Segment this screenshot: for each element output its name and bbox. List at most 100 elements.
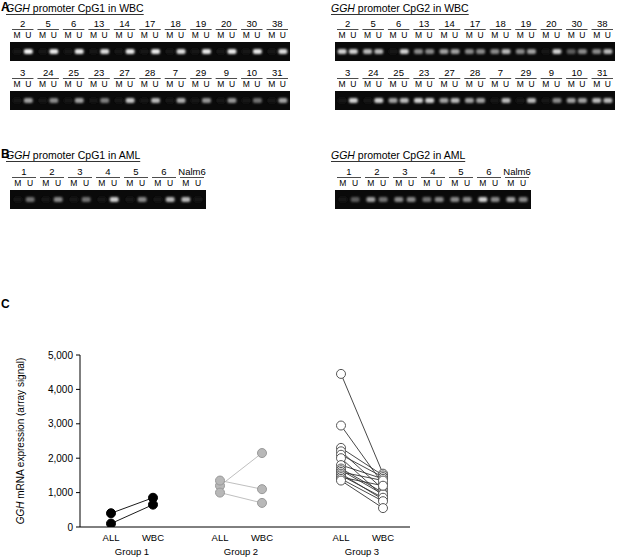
lane-label: U — [254, 30, 260, 40]
gel-band — [100, 49, 109, 54]
lane-label: U — [452, 30, 458, 40]
lane-label: U — [401, 79, 407, 89]
title-rest: promoter CpG1 in WBC — [30, 2, 144, 14]
sample-label: 28 — [145, 67, 156, 78]
sample-label: 2 — [345, 18, 350, 29]
lane-label: M — [39, 30, 46, 40]
lane-label: U — [203, 30, 209, 40]
sample-label: 3 — [20, 67, 25, 78]
lane-label: M — [423, 178, 430, 188]
lane-label: U — [380, 178, 386, 188]
gel-band — [389, 49, 398, 54]
gel-band — [506, 197, 515, 202]
lane-label: U — [376, 79, 382, 89]
lane-label: M — [593, 79, 600, 89]
gel-band — [114, 49, 123, 54]
sample-label: 3 — [345, 67, 350, 78]
lane-label: M — [568, 30, 575, 40]
lane-label: U — [503, 79, 509, 89]
lane-label: U — [167, 178, 173, 188]
group-label: Group 2 — [224, 546, 258, 557]
x-tick-label: WBC — [142, 532, 164, 543]
sample-label: 6 — [486, 166, 491, 177]
gel-band — [567, 98, 576, 103]
gel-title: GGH promoter CpG1 in AML — [6, 149, 140, 161]
gel-strip — [335, 91, 615, 110]
gel-band — [425, 98, 434, 103]
lane-label: M — [243, 30, 250, 40]
pair-line — [220, 453, 262, 486]
gel-band — [69, 197, 78, 202]
lane-label: U — [76, 30, 82, 40]
gel-band — [451, 49, 460, 54]
gel-band — [439, 98, 448, 103]
gel-band — [389, 98, 398, 103]
gel-band — [26, 197, 35, 202]
gel-band — [541, 98, 550, 103]
gel-band — [242, 98, 251, 103]
lane-label: M — [39, 79, 46, 89]
lane-label: U — [605, 30, 611, 40]
sample-label: 24 — [368, 67, 379, 78]
lane-label: U — [464, 178, 470, 188]
lane-label: U — [436, 178, 442, 188]
sample-label: 31 — [597, 67, 608, 78]
point — [216, 488, 225, 497]
gel-band — [267, 98, 276, 103]
gel-band — [366, 197, 375, 202]
lane-label: U — [229, 79, 235, 89]
gel-band — [338, 49, 347, 54]
sample-label: 5 — [46, 18, 51, 29]
lane-label: U — [127, 79, 133, 89]
gel-title: GGH promoter CpG2 in WBC — [331, 2, 469, 14]
gel-band — [603, 49, 612, 54]
sample-label: Nalm6 — [178, 166, 205, 177]
lane-label: M — [395, 178, 402, 188]
sample-label: 38 — [597, 18, 608, 29]
sample-label: Nalm6 — [503, 166, 530, 177]
gel-title: GGH promoter CpG2 in AML — [331, 149, 465, 161]
title-rest: promoter CpG2 in WBC — [355, 2, 469, 14]
gel-band — [425, 49, 434, 54]
lane-label: M — [268, 79, 275, 89]
gel-band — [465, 49, 474, 54]
lane-label: M — [243, 79, 250, 89]
title-underline — [331, 14, 469, 15]
sample-label: 18 — [170, 18, 181, 29]
gel-band — [338, 197, 347, 202]
lane-label: M — [415, 30, 422, 40]
sample-label: 27 — [119, 67, 130, 78]
lane-label: M — [491, 79, 498, 89]
gel-band — [603, 98, 612, 103]
gel-band — [422, 197, 431, 202]
gel-band — [216, 98, 225, 103]
gel-band — [64, 98, 73, 103]
sample-label: 14 — [119, 18, 130, 29]
lane-label: M — [98, 178, 105, 188]
gel-band — [516, 98, 525, 103]
gel-band — [338, 98, 347, 103]
pair-line — [341, 472, 383, 481]
gel-band — [253, 49, 262, 54]
gel-band — [578, 49, 587, 54]
sample-label: 6 — [161, 166, 166, 177]
y-tick — [76, 389, 80, 390]
point — [216, 476, 225, 485]
pair-line — [341, 448, 383, 476]
title-underline — [6, 14, 144, 15]
gel-band — [400, 98, 409, 103]
gel-band — [374, 98, 383, 103]
point — [337, 421, 346, 430]
gel-band — [451, 98, 460, 103]
lane-label: M — [14, 30, 21, 40]
gel-band — [478, 197, 487, 202]
gel-band — [435, 197, 444, 202]
sample-label: 38 — [272, 18, 283, 29]
gel-band — [363, 49, 372, 54]
point — [258, 449, 267, 458]
lane-label: M — [542, 79, 549, 89]
lane-label: M — [517, 79, 524, 89]
gel-band — [138, 197, 147, 202]
lane-label: U — [229, 30, 235, 40]
sample-label: 10 — [572, 67, 583, 78]
